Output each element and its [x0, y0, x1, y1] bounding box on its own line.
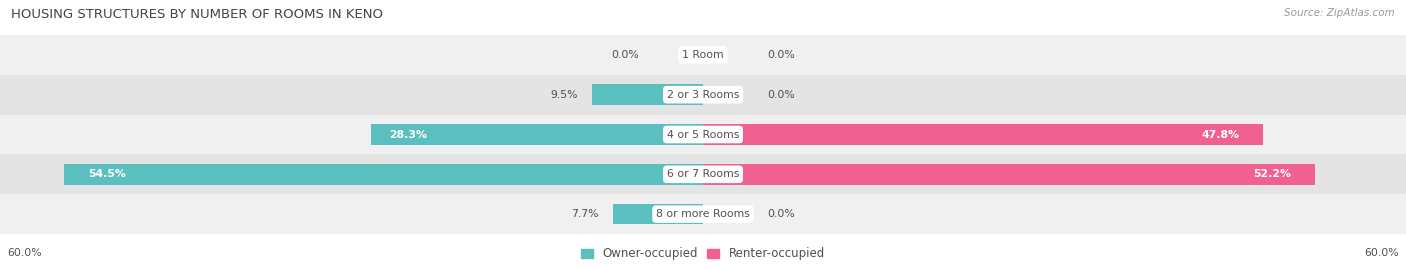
Text: 8 or more Rooms: 8 or more Rooms	[657, 209, 749, 219]
Text: 7.7%: 7.7%	[571, 209, 599, 219]
Text: Source: ZipAtlas.com: Source: ZipAtlas.com	[1284, 8, 1395, 18]
Bar	[65, 164, 703, 185]
Text: 47.8%: 47.8%	[1202, 129, 1240, 140]
Text: 0.0%: 0.0%	[768, 50, 796, 60]
Text: 60.0%: 60.0%	[1364, 248, 1399, 258]
Text: 60.0%: 60.0%	[7, 248, 42, 258]
Text: 1 Room: 1 Room	[682, 50, 724, 60]
Bar	[703, 124, 1263, 145]
Bar	[703, 164, 1315, 185]
Bar	[0, 194, 1406, 234]
Bar	[613, 204, 703, 224]
Text: 0.0%: 0.0%	[768, 209, 796, 219]
Bar	[592, 84, 703, 105]
Bar	[0, 115, 1406, 154]
Text: 52.2%: 52.2%	[1253, 169, 1291, 179]
Text: HOUSING STRUCTURES BY NUMBER OF ROOMS IN KENO: HOUSING STRUCTURES BY NUMBER OF ROOMS IN…	[11, 8, 384, 21]
Bar	[0, 35, 1406, 75]
Text: 2 or 3 Rooms: 2 or 3 Rooms	[666, 90, 740, 100]
Text: 0.0%: 0.0%	[610, 50, 638, 60]
Text: 9.5%: 9.5%	[550, 90, 578, 100]
Bar	[371, 124, 703, 145]
Bar	[0, 75, 1406, 115]
Text: 6 or 7 Rooms: 6 or 7 Rooms	[666, 169, 740, 179]
Bar	[0, 154, 1406, 194]
Text: 54.5%: 54.5%	[87, 169, 125, 179]
Legend: Owner-occupied, Renter-occupied: Owner-occupied, Renter-occupied	[581, 247, 825, 260]
Text: 0.0%: 0.0%	[768, 90, 796, 100]
Text: 28.3%: 28.3%	[389, 129, 427, 140]
Text: 4 or 5 Rooms: 4 or 5 Rooms	[666, 129, 740, 140]
